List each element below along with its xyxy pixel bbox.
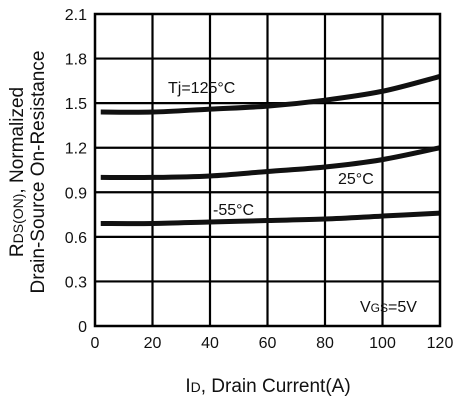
- series-125c-line: [100, 73, 441, 115]
- x-tick-label: 100: [369, 335, 396, 352]
- y-tick-label: 0.6: [65, 230, 87, 247]
- annotation-125c: Tj=125°C: [168, 80, 235, 97]
- y-tick-label: 2.1: [65, 7, 87, 24]
- x-tick-label: 80: [316, 335, 334, 352]
- y-axis-title-line2: Drain-Source On-Resistance: [28, 51, 49, 294]
- annotation-25c: 25°C: [338, 171, 374, 188]
- x-tick-label: 120: [427, 335, 454, 352]
- y-tick-label: 0: [78, 319, 87, 336]
- x-tick-label: 20: [144, 335, 162, 352]
- x-tick-label: 0: [91, 335, 100, 352]
- x-tick-label: 40: [201, 335, 219, 352]
- series-25c-line: [100, 145, 441, 181]
- x-tick-label: 60: [259, 335, 277, 352]
- y-tick-label: 1.5: [65, 96, 87, 113]
- plot-frame: [93, 12, 442, 328]
- x-axis-title: ID, Drain Current(A): [185, 376, 350, 397]
- y-tick-label: 1.2: [65, 141, 87, 158]
- y-axis-title-line1: RDS(ON), Normalized: [7, 87, 28, 257]
- annotation-vgs: VGS=5V: [360, 299, 417, 316]
- y-tick-labels: 0 0.3 0.6 0.9 1.2 1.5 1.8 2.1: [65, 7, 87, 336]
- y-tick-label: 0.9: [65, 185, 87, 202]
- y-tick-label: 1.8: [65, 52, 87, 69]
- x-tick-labels: 0 20 40 60 80 100 120: [91, 335, 454, 352]
- series-group: [100, 73, 441, 227]
- annotation-minus55c: -55°C: [213, 202, 254, 219]
- series-minus55c-line: [100, 210, 441, 227]
- y-tick-label: 0.3: [65, 274, 87, 291]
